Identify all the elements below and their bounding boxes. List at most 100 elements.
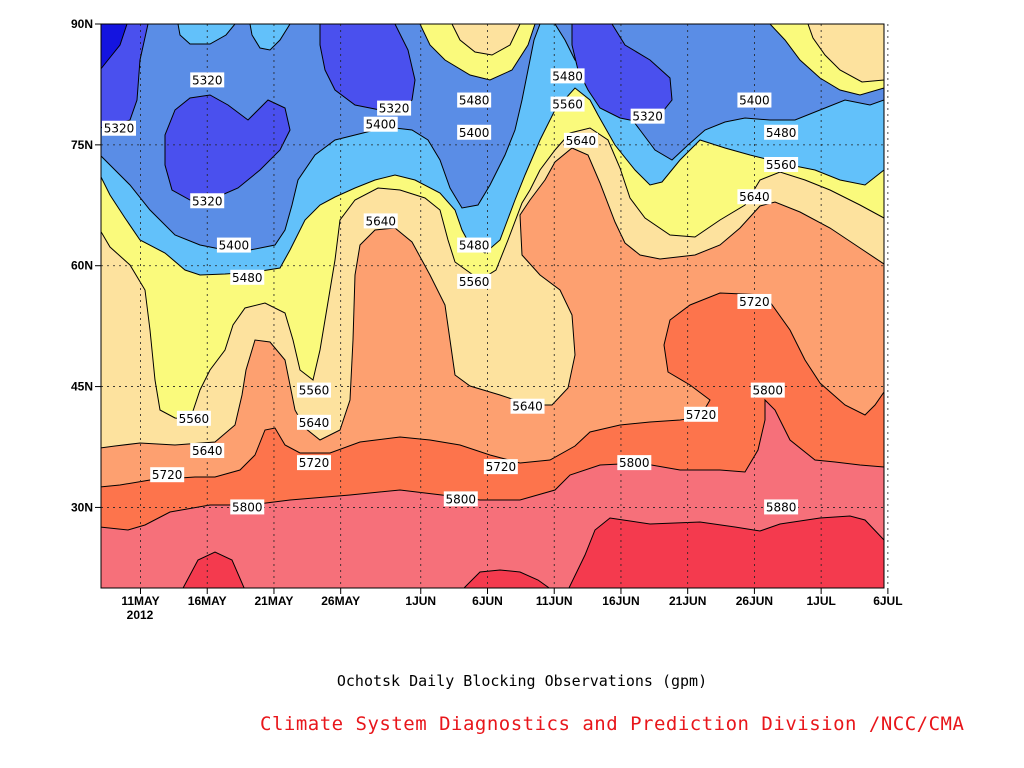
plot-frame: [100, 23, 885, 589]
contour-label: 5480: [230, 269, 265, 285]
contour-label: 5560: [176, 410, 211, 426]
contour-label-box: [737, 92, 772, 108]
contour-label-box: [296, 382, 331, 398]
contour-labels: 5320 5320 5320 5400 5480 5320 5400 5640 5480 5400…: [102, 68, 799, 515]
contour-label-box: [684, 406, 719, 422]
x-tick-label: 21MAY: [254, 594, 293, 608]
y-axis: 30N 45N 60N 75N 90N: [71, 17, 101, 514]
contour-label: 5800: [230, 499, 265, 515]
contour-label-text: 5480: [552, 69, 583, 83]
contour-label-text: 5720: [686, 408, 717, 422]
contour-label: 5640: [296, 414, 331, 430]
contour-label-box: [230, 499, 265, 515]
contour-label-text: 5400: [459, 126, 490, 140]
contour-label-box: [296, 455, 331, 471]
contour-label-text: 5320: [192, 73, 223, 87]
contour-label-box: [457, 237, 492, 253]
contour-label: 5640: [510, 398, 545, 414]
contour-label-text: 5320: [379, 102, 410, 116]
contour-label-box: [510, 398, 545, 414]
contour-label-box: [216, 237, 251, 253]
contour-label-box: [190, 443, 225, 459]
x-year-label: 2012: [127, 608, 154, 622]
contour-label-text: 5320: [632, 110, 663, 124]
contour-label-text: 5880: [766, 500, 797, 514]
contour-label-text: 5800: [446, 492, 477, 506]
contour-label: 5720: [296, 455, 331, 471]
contour-label-text: 5720: [739, 295, 770, 309]
contour-label-text: 5720: [486, 460, 517, 474]
contour-label: 5400: [363, 116, 398, 132]
contour-label-box: [443, 491, 478, 507]
contour-label-text: 5560: [459, 275, 490, 289]
contour-label: 5880: [764, 499, 799, 515]
x-tick-label: 6JUL: [873, 594, 902, 608]
contour-label-box: [764, 157, 799, 172]
contour-label: 5800: [750, 382, 785, 398]
fill-band-lowest: [101, 24, 128, 70]
contour-label-box: [457, 124, 492, 140]
x-tick-label: 21JUN: [669, 594, 706, 608]
contour-label-box: [737, 189, 772, 205]
contour-label-box: [190, 193, 225, 209]
contour-label-box: [363, 213, 398, 229]
contour-label: 5320: [630, 108, 665, 124]
x-tick-label: 16JUN: [602, 594, 639, 608]
contour-label-box: [737, 293, 772, 309]
contour-label-box: [150, 467, 185, 483]
contour-label: 5320: [102, 120, 136, 136]
contour-label: 5480: [457, 237, 492, 253]
y-tick-label: 45N: [71, 380, 93, 394]
contour-label: 5640: [563, 132, 598, 148]
y-tick-label: 60N: [71, 259, 93, 273]
contour-label: 5560: [296, 382, 331, 398]
contour-label-text: 5800: [619, 456, 650, 470]
contour-label-text: 5640: [299, 416, 330, 430]
contour-label-text: 5400: [739, 94, 770, 108]
contour-label-text: 5560: [552, 98, 583, 112]
contour-label-text: 5320: [192, 194, 223, 208]
fill-cap-top-right-inner: [807, 24, 884, 83]
contour-label-text: 5560: [766, 158, 797, 172]
contour-label-box: [617, 455, 652, 471]
contour-label-text: 5800: [232, 500, 263, 514]
y-tick-label: 75N: [71, 138, 93, 152]
contour-label: 5320: [377, 100, 412, 116]
contour-label: 5320: [190, 193, 225, 209]
contour-label-box: [102, 120, 136, 136]
contour-label-text: 5640: [739, 190, 770, 204]
contour-label-box: [363, 116, 398, 132]
contour-label-text: 5640: [192, 444, 223, 458]
contour-label-text: 5480: [459, 94, 490, 108]
contour-label-box: [630, 108, 665, 124]
contour-label: 5800: [443, 491, 478, 507]
y-tick-label: 30N: [71, 500, 93, 514]
contour-label-box: [176, 410, 211, 426]
contour-label-box: [190, 72, 225, 88]
fill-band-5320-topblue2: [249, 24, 291, 51]
x-tick-label: 1JUN: [405, 594, 436, 608]
contour-label-text: 5640: [365, 214, 396, 228]
contour-label-text: 5480: [766, 126, 797, 140]
x-tick-label: 26MAY: [321, 594, 360, 608]
contour-label: 5560: [764, 157, 799, 172]
x-tick-label: 1JUL: [806, 594, 835, 608]
contour-label-text: 5560: [299, 384, 330, 398]
fill-band-5320-topblue: [177, 24, 236, 45]
credit-line: Climate System Diagnostics and Predictio…: [260, 713, 965, 735]
y-tick-label: 90N: [71, 17, 93, 31]
contour-label-box: [563, 132, 598, 148]
contour-label-box: [750, 382, 785, 398]
contour-label-text: 5320: [104, 122, 135, 136]
contour-label: 5720: [150, 467, 185, 483]
contour-label-text: 5640: [566, 134, 597, 148]
contour-label-text: 5400: [365, 118, 396, 132]
contour-label-text: 5480: [232, 271, 263, 285]
contour-label-text: 5400: [219, 239, 250, 253]
contour-label: 5640: [737, 189, 772, 205]
contour-label-box: [296, 414, 331, 430]
contour-label-box: [483, 459, 518, 475]
contour-label-box: [550, 68, 585, 84]
x-tick-label: 26JUN: [736, 594, 773, 608]
